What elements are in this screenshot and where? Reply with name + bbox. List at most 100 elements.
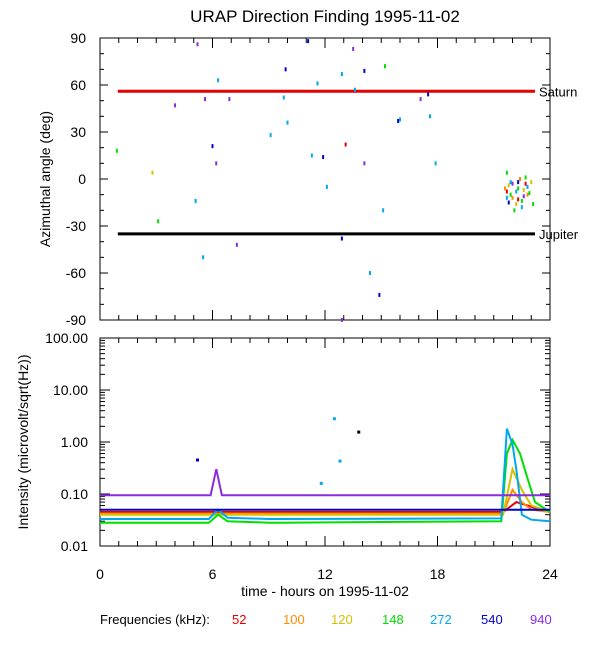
azimuth-point-100khz: [519, 177, 521, 181]
legend-items: 52 100 120 148 272 540 940: [232, 612, 552, 627]
azimuth-point-940khz: [235, 242, 238, 247]
azimuth-point-940khz: [204, 97, 206, 102]
azimuth-point-940khz: [352, 46, 355, 51]
azimuth-point-540khz: [307, 39, 310, 44]
azimuth-point-272khz: [316, 81, 319, 86]
azimuth-point-272khz: [505, 195, 508, 200]
azimuth-point-148khz: [520, 198, 523, 203]
saturn-label: Saturn: [539, 84, 577, 99]
azimuth-point-272khz: [217, 78, 220, 83]
y-tick-label: 30: [70, 124, 86, 140]
azimuth-point-272khz: [429, 114, 431, 119]
azimuth-point-148khz: [115, 148, 118, 153]
azimuth-point-100khz: [504, 186, 506, 191]
azimuth-point-120khz: [522, 187, 525, 192]
intensity-line-940khz: [100, 468, 550, 497]
azimuth-point-272khz: [382, 208, 385, 213]
azimuth-point-52khz: [505, 189, 508, 194]
azimuth-point-272khz: [340, 72, 343, 77]
azimuth-y-axis: 90 60 30 0 -30 -60 -90: [66, 30, 550, 328]
intensity-y-axis-label: Intensity (microvolt/sqrt(Hz)): [15, 354, 31, 529]
azimuth-panel: 90 60 30 0 -30 -60 -90 Saturn Jupiter Azimuthal…: [37, 30, 579, 328]
azimuth-point-540khz: [378, 292, 381, 297]
azimuth-point-148khz: [509, 192, 512, 197]
azimuth-point-272khz: [515, 189, 518, 194]
azimuth-point-540khz: [322, 155, 325, 160]
y-tick-label: 0.10: [61, 486, 88, 502]
y-tick-label: 60: [70, 77, 86, 93]
intensity-outlier-point: [332, 417, 336, 421]
azimuth-point-272khz: [325, 184, 328, 189]
azimuth-point-272khz: [194, 198, 197, 203]
azimuth-point-540khz: [397, 119, 400, 124]
azimuth-point-272khz: [282, 95, 285, 100]
intensity-panel: 100.00 10.00 1.00 0.10 0.01 0 6 12 18 24 Intensi…: [15, 330, 558, 599]
intensity-line-100khz: [100, 487, 551, 515]
y-tick-label: -60: [66, 265, 86, 281]
azimuth-point-540khz: [363, 68, 366, 73]
azimuth-point-272khz: [520, 205, 523, 210]
legend-item-272khz: 272: [430, 612, 452, 627]
azimuth-plot-frame: [99, 37, 551, 321]
azimuth-point-120khz: [507, 183, 510, 188]
azimuth-point-940khz: [419, 97, 422, 102]
x-tick-label: 0: [96, 566, 104, 582]
x-tick-label: 6: [209, 566, 217, 582]
azimuth-point-272khz: [310, 153, 313, 158]
intensity-x-axis: 0 6 12 18 24: [96, 338, 558, 582]
x-tick-label: 24: [542, 566, 558, 582]
y-tick-label: 0: [78, 171, 86, 187]
y-tick-label: 90: [70, 30, 86, 46]
legend-title: Frequencies (kHz):: [100, 612, 210, 627]
azimuth-point-148khz: [528, 191, 531, 196]
azimuth-point-120khz: [151, 170, 154, 175]
azimuth-point-52khz: [517, 197, 520, 202]
jupiter-label: Jupiter: [539, 227, 579, 242]
intensity-line-272khz: [100, 428, 551, 523]
azimuth-point-540khz: [211, 144, 214, 149]
y-tick-label: 10.00: [53, 382, 88, 398]
intensity-line-120khz: [100, 465, 551, 516]
legend-item-148khz: 148: [382, 612, 404, 627]
intensity-outlier-point: [357, 430, 361, 434]
azimuth-point-100khz: [526, 192, 529, 197]
y-tick-label: -30: [66, 218, 86, 234]
azimuth-point-272khz: [509, 180, 512, 185]
azimuth-point-940khz: [363, 161, 366, 166]
azimuth-point-148khz: [524, 175, 527, 180]
azimuth-point-940khz: [174, 103, 176, 108]
y-tick-label: 100.00: [45, 330, 88, 346]
azimuth-point-540khz: [507, 200, 510, 205]
azimuth-point-120khz: [530, 180, 533, 185]
azimuth-point-148khz: [513, 208, 516, 213]
azimuth-point-120khz: [515, 202, 518, 207]
azimuth-point-540khz: [340, 236, 343, 241]
azimuth-point-272khz: [354, 87, 356, 92]
intensity-outlier-point: [338, 459, 342, 463]
azimuth-point-540khz: [284, 67, 287, 72]
intensity-y-axis: 100.00 10.00 1.00 0.10 0.01: [45, 330, 550, 554]
intensity-outlier-points: [196, 417, 361, 485]
azimuth-point-148khz: [532, 202, 535, 207]
y-tick-label: 0.01: [61, 538, 88, 554]
azimuth-point-272khz: [269, 133, 272, 138]
intensity-series-lines: [100, 428, 551, 524]
azimuth-point-940khz: [511, 181, 514, 186]
azimuth-point-540khz: [517, 180, 520, 185]
azimuth-point-148khz: [157, 219, 160, 224]
azimuth-point-940khz: [215, 161, 218, 166]
azimuth-point-148khz: [505, 170, 508, 175]
azimuth-point-52khz: [344, 142, 347, 147]
frequency-legend: Frequencies (kHz): 52 100 120 148 272 540 940: [100, 612, 552, 627]
azimuth-point-52khz: [524, 181, 527, 186]
azimuth-point-272khz: [399, 117, 401, 122]
azimuth-point-540khz: [427, 92, 430, 97]
intensity-outlier-point: [319, 481, 323, 485]
legend-item-540khz: 540: [481, 612, 503, 627]
azimuth-point-272khz: [526, 184, 529, 189]
x-tick-label: 12: [317, 566, 333, 582]
azimuth-x-axis: [99, 38, 551, 320]
azimuth-point-940khz: [522, 194, 525, 199]
azimuth-point-940khz: [228, 97, 231, 102]
